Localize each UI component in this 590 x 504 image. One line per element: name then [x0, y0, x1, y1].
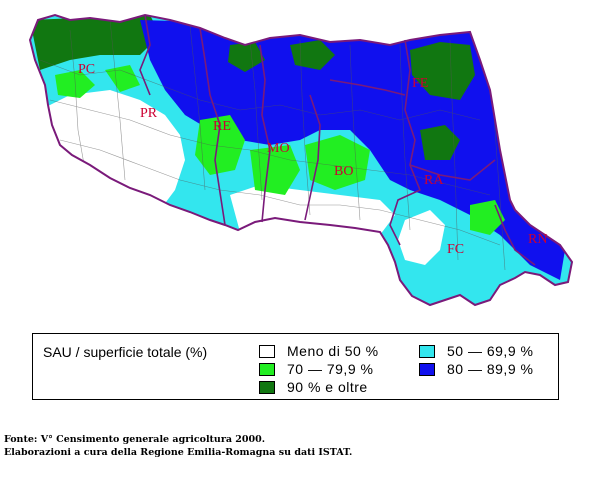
fill-dkgreen-fe	[410, 42, 475, 100]
province-label-rn: RN	[528, 232, 547, 247]
municipal-borders	[39, 19, 506, 271]
fill-dkgreen-re	[228, 42, 265, 72]
fill-green-re	[195, 115, 245, 175]
province-label-fc: FC	[447, 242, 464, 257]
province-borders	[28, 13, 574, 307]
fill-dkgreen-ra	[420, 125, 460, 160]
legend-title: SAU / superficie totale (%)	[43, 344, 208, 360]
legend-label: 80 — 89,9 %	[447, 361, 534, 377]
fill-dkgreen-mo	[290, 40, 335, 70]
fill-green-bo	[305, 135, 370, 190]
province-label-ra: RA	[424, 173, 444, 188]
source-line-1: Fonte: V° Censimento generale agricoltur…	[4, 434, 266, 445]
fill-green-pr	[105, 65, 140, 92]
province-label-mo: MO	[267, 141, 290, 156]
map-legend: SAU / superficie totale (%) Meno di 50 %…	[32, 333, 559, 400]
province-label-pr: PR	[140, 106, 158, 121]
legend-label: 50 — 69,9 %	[447, 343, 534, 359]
province-label-re: RE	[213, 119, 231, 134]
emilia-romagna-map-svg: PC PR RE MO BO FE RA FC RN	[28, 13, 574, 307]
source-note: Fonte: V° Censimento generale agricoltur…	[4, 433, 352, 459]
legend-swatch-blue	[419, 363, 435, 376]
province-label-fe: FE	[412, 76, 428, 91]
fill-white-pr	[40, 90, 185, 210]
legend-label: Meno di 50 %	[287, 343, 379, 359]
legend-swatch-dark-green	[259, 381, 275, 394]
legend-swatch-light-blue	[419, 345, 435, 358]
fill-dkgreen-pc	[30, 15, 160, 70]
source-line-2: Elaborazioni a cura della Regione Emilia…	[4, 447, 353, 458]
province-label-pc: PC	[78, 62, 95, 77]
legend-swatch-green	[259, 363, 275, 376]
province-label-bo: BO	[334, 164, 353, 179]
legend-swatch-white	[259, 345, 275, 358]
fill-green-mo	[250, 145, 300, 195]
province-labels: PC PR RE MO BO FE RA FC RN	[78, 62, 547, 257]
legend-label: 90 % e oltre	[287, 379, 368, 395]
region-map: PC PR RE MO BO FE RA FC RN	[28, 13, 574, 307]
legend-label: 70 — 79,9 %	[287, 361, 374, 377]
